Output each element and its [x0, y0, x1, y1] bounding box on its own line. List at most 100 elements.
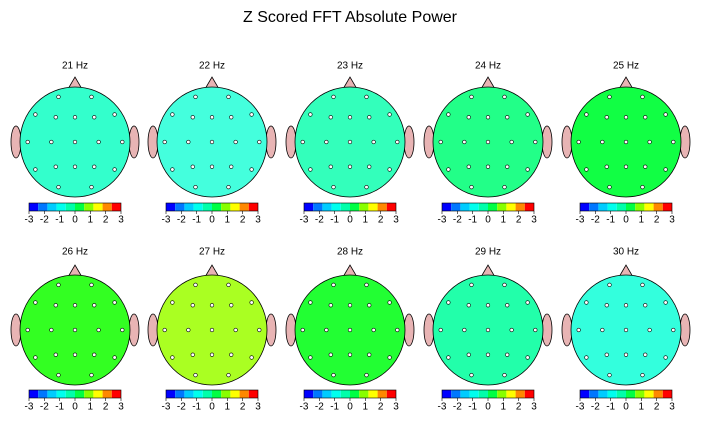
colorbar-swatch — [47, 390, 57, 398]
electrode — [186, 327, 191, 333]
colorbar-tick-label: -3 — [162, 402, 171, 413]
colorbar-tick-label: 3 — [531, 402, 537, 413]
colorbar-swatch — [368, 203, 378, 211]
colorbar-swatch — [580, 390, 590, 398]
electrode — [623, 327, 629, 333]
ear — [423, 125, 435, 159]
electrode — [607, 185, 612, 190]
electrode — [72, 164, 78, 169]
colorbar-swatch — [488, 390, 498, 398]
colorbar-tick-label: -2 — [177, 215, 186, 226]
electrode — [509, 139, 514, 145]
colorbar-swatch — [75, 203, 85, 211]
electrode — [364, 94, 369, 99]
colorbar-swatch — [607, 203, 617, 211]
colorbar-swatch — [515, 203, 525, 211]
colorbar-swatch — [193, 203, 203, 211]
colorbar-swatch — [313, 203, 323, 211]
electrode — [112, 300, 117, 305]
colorbar-swatch — [202, 390, 212, 398]
colorbar-tick-label: -2 — [453, 402, 462, 413]
colorbar-swatch — [626, 390, 636, 398]
electrode — [328, 303, 333, 308]
electrode — [229, 164, 234, 169]
colorbar-swatch — [653, 203, 663, 211]
colorbar-tick-label: 1 — [88, 215, 94, 226]
colorbar-swatch — [616, 390, 626, 398]
ear — [403, 313, 415, 347]
colorbar-tick-label: 0 — [209, 215, 215, 226]
colorbar-swatch — [598, 203, 608, 211]
electrode — [249, 300, 254, 305]
electrode — [89, 185, 94, 190]
electrode — [193, 282, 198, 288]
electrode — [671, 327, 676, 333]
electrode — [485, 327, 491, 333]
electrode — [89, 94, 94, 99]
electrode — [186, 139, 191, 145]
electrode — [96, 327, 101, 333]
electrode — [308, 300, 313, 305]
ear — [541, 125, 553, 159]
colorbar-tick-label: -3 — [576, 215, 585, 226]
colorbar-swatch — [221, 203, 231, 211]
electrode — [485, 303, 491, 308]
colorbar-swatch — [38, 390, 48, 398]
electrode — [623, 139, 629, 145]
electrode — [576, 327, 581, 333]
ear — [561, 313, 573, 347]
colorbar-tick-label: 3 — [531, 215, 537, 226]
electrode — [347, 139, 353, 145]
ear — [265, 313, 277, 347]
electrode — [72, 327, 78, 333]
colorbar-swatch — [626, 203, 636, 211]
electrode — [485, 352, 491, 357]
electrode — [347, 115, 353, 120]
electrode — [56, 94, 61, 99]
colorbar-tick-label: 2 — [240, 215, 246, 226]
electrode — [193, 185, 198, 190]
electrode — [229, 303, 234, 308]
electrode — [502, 282, 507, 288]
colorbar-swatch — [644, 390, 654, 398]
colorbar-tick-label: 0 — [72, 215, 78, 226]
colorbar-swatch — [313, 390, 323, 398]
colorbar-swatch — [102, 203, 112, 211]
colorbar-tick-label: 0 — [72, 402, 78, 413]
colorbar-tick-label: 3 — [393, 215, 399, 226]
colorbar-swatch — [65, 390, 75, 398]
electrode — [643, 115, 648, 120]
electrode — [53, 352, 58, 357]
colorbar-tick-label: 1 — [88, 402, 94, 413]
ear — [541, 313, 553, 347]
panel-title: 27 Hz — [199, 247, 225, 258]
colorbar-swatch — [111, 390, 121, 398]
colorbar-swatch — [322, 203, 332, 211]
colorbar-tick-label: 3 — [669, 215, 675, 226]
colorbar-swatch — [635, 203, 645, 211]
electrode — [170, 355, 175, 360]
colorbar-tick-label: 2 — [103, 402, 109, 413]
ear — [147, 313, 159, 347]
colorbar-tick-label: -3 — [438, 215, 447, 226]
electrode — [505, 115, 510, 120]
electrode — [324, 139, 329, 145]
colorbar-tick-label: 1 — [501, 215, 507, 226]
colorbar-swatch — [478, 390, 488, 398]
electrode — [193, 373, 198, 378]
electrode — [505, 164, 510, 169]
electrode — [438, 139, 443, 145]
electrode — [190, 115, 195, 120]
electrode — [331, 94, 336, 99]
electrode — [209, 115, 215, 120]
electrode — [663, 300, 668, 305]
colorbar-swatch — [322, 390, 332, 398]
electrode — [607, 282, 612, 288]
electrode — [387, 112, 392, 117]
colorbar-tick-label: -3 — [438, 402, 447, 413]
colorbar-tick-label: -1 — [606, 402, 615, 413]
electrode — [112, 355, 117, 360]
colorbar-swatch — [175, 203, 185, 211]
electrode — [469, 185, 474, 190]
colorbar-swatch — [56, 203, 66, 211]
